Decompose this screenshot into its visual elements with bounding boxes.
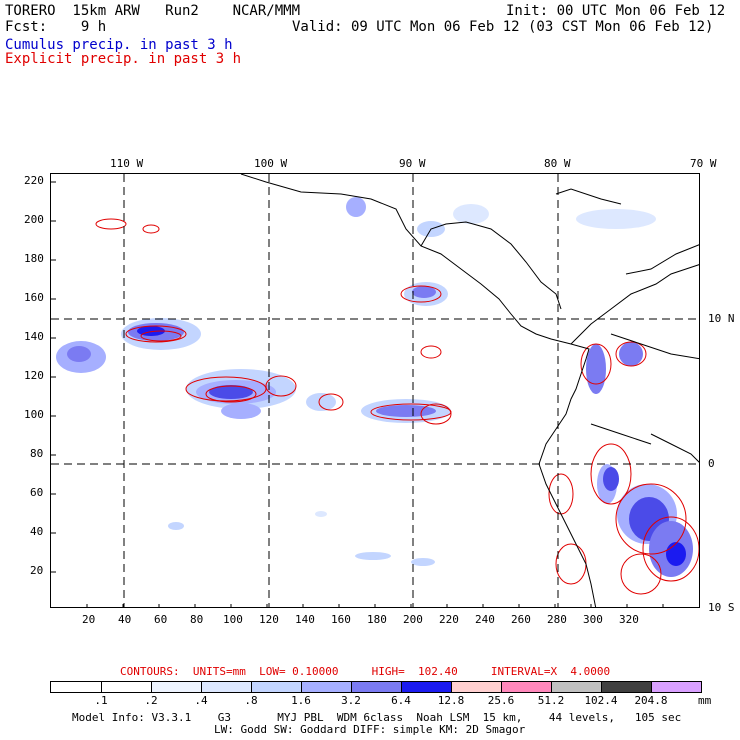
legend-swatch: [151, 681, 202, 693]
legend-value: .4: [194, 694, 208, 707]
legend-swatch: [651, 681, 702, 693]
legend-swatch: [101, 681, 152, 693]
lat-lon-grid: [51, 174, 699, 607]
legend-value: 6.4: [391, 694, 411, 707]
legend-swatch: [451, 681, 502, 693]
x-tick: 60: [154, 613, 168, 626]
explicit-field-label: Explicit precip. in past 3 h: [5, 51, 242, 67]
cumulus-field-label: Cumulus precip. in past 3 h: [5, 37, 233, 53]
legend-swatch: [251, 681, 302, 693]
x-tick: 20: [82, 613, 96, 626]
lon-label-100w: 100 W: [254, 157, 288, 170]
y-tick: 60: [30, 486, 44, 499]
lon-label-90w: 90 W: [399, 157, 426, 170]
legend-swatch: [201, 681, 252, 693]
legend-swatch: [351, 681, 402, 693]
legend-swatch: [551, 681, 602, 693]
legend-value: 102.4: [584, 694, 618, 707]
y-tick: 20: [30, 564, 44, 577]
legend-swatch: [301, 681, 352, 693]
x-tick: 120: [259, 613, 279, 626]
legend-value: 3.2: [341, 694, 361, 707]
lon-label-70w: 70 W: [690, 157, 717, 170]
legend-swatch: [501, 681, 552, 693]
x-tick: 320: [619, 613, 639, 626]
legend-value: 25.6: [487, 694, 515, 707]
physics-info: LW: Godd SW: Goddard DIFF: simple KM: 2D…: [214, 723, 526, 736]
y-tick: 140: [24, 330, 44, 343]
lat-label-equator: 0: [708, 457, 715, 470]
legend-value: .8: [244, 694, 258, 707]
legend-swatch: [601, 681, 652, 693]
legend-value: .2: [144, 694, 158, 707]
y-tick: 100: [24, 408, 44, 421]
legend-value: 51.2: [537, 694, 565, 707]
y-tick: 120: [24, 369, 44, 382]
x-tick: 200: [403, 613, 423, 626]
model-title: TORERO 15km ARW Run2 NCAR/MMM: [5, 3, 301, 19]
y-tick: 80: [30, 447, 44, 460]
legend-value: 1.6: [291, 694, 311, 707]
x-tick: 100: [223, 613, 243, 626]
forecast-hour: Fcst: 9 h: [5, 19, 107, 35]
lat-label-10n: 10 N: [708, 312, 735, 325]
y-tick: 160: [24, 291, 44, 304]
x-tick: 300: [583, 613, 603, 626]
lon-label-110w: 110 W: [110, 157, 144, 170]
y-tick: 180: [24, 252, 44, 265]
lon-label-80w: 80 W: [544, 157, 571, 170]
cumulus-precip-shading: [56, 197, 693, 577]
x-tick: 240: [475, 613, 495, 626]
x-tick: 260: [511, 613, 531, 626]
y-tick: 220: [24, 174, 44, 187]
contours-info: CONTOURS: UNITS=mm LOW= 0.10000 HIGH= 10…: [120, 665, 611, 678]
init-time: Init: 00 UTC Mon 06 Feb 12: [506, 3, 726, 19]
legend-value: .1: [94, 694, 108, 707]
model-info: Model Info: V3.3.1 G3 MYJ PBL WDM 6class…: [72, 711, 682, 724]
explicit-precip-contours: [95, 218, 699, 595]
x-tick: 180: [367, 613, 387, 626]
y-tick: 200: [24, 213, 44, 226]
x-tick: 40: [118, 613, 132, 626]
lat-label-10s: 10 S: [708, 601, 735, 614]
x-tick: 280: [547, 613, 567, 626]
x-tick: 140: [295, 613, 315, 626]
coastlines: [240, 174, 699, 607]
precip-map-canvas: [51, 174, 699, 607]
legend-value: 204.8: [634, 694, 668, 707]
precip-map: [50, 173, 700, 608]
legend-swatch: [50, 681, 102, 693]
valid-time: Valid: 09 UTC Mon 06 Feb 12 (03 CST Mon …: [292, 19, 714, 35]
y-tick: 40: [30, 525, 44, 538]
legend-swatch: [401, 681, 452, 693]
x-tick: 80: [190, 613, 204, 626]
x-tick: 220: [439, 613, 459, 626]
legend-unit: mm: [698, 694, 712, 707]
legend-value: 12.8: [437, 694, 465, 707]
x-tick: 160: [331, 613, 351, 626]
